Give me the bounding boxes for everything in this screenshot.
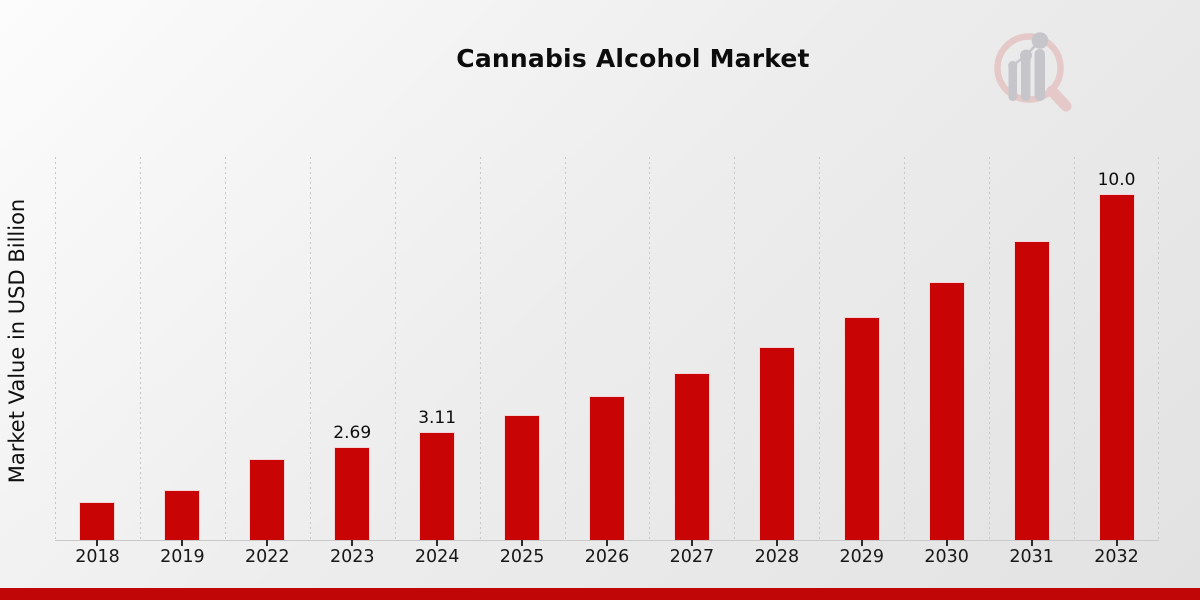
y-axis-label: Market Value in USD Billion xyxy=(5,198,29,484)
bar-slot: 2018 xyxy=(55,157,140,567)
bar-slot: 2026 xyxy=(565,157,650,567)
bar-slot: 2027 xyxy=(649,157,734,567)
bar xyxy=(164,489,201,540)
x-tick xyxy=(436,540,439,546)
x-tick-label: 2024 xyxy=(414,547,460,567)
x-tick xyxy=(775,540,778,546)
bar-slot: 2022 xyxy=(225,157,310,567)
x-tick-label: 2028 xyxy=(754,547,800,567)
bar xyxy=(419,432,456,540)
gridline xyxy=(480,157,481,540)
x-tick-label: 2026 xyxy=(584,547,630,567)
x-tick-label: 2019 xyxy=(160,547,205,567)
gridline xyxy=(649,157,650,540)
bar-slot: 2030 xyxy=(904,157,989,567)
bar xyxy=(928,281,965,540)
bar-value-label: 10.0 xyxy=(1097,170,1136,190)
x-tick xyxy=(521,540,524,546)
x-tick-label: 2030 xyxy=(924,547,969,567)
bar-slot: 2.69 2023 xyxy=(310,157,395,567)
x-tick-label: 2032 xyxy=(1094,547,1139,567)
bar xyxy=(1098,194,1135,540)
x-tick xyxy=(1030,540,1033,546)
bar-slot: 2031 xyxy=(989,157,1074,567)
x-tick xyxy=(605,540,608,546)
x-tick xyxy=(181,540,184,546)
gridline xyxy=(140,157,141,540)
footer-accent-bar xyxy=(0,588,1200,600)
gridline xyxy=(565,157,566,540)
bar xyxy=(504,415,541,540)
gridline xyxy=(55,157,56,540)
bar-slot: 2025 xyxy=(480,157,565,567)
x-tick-label: 2027 xyxy=(669,547,715,567)
gridline xyxy=(819,157,820,540)
bar-value-label: 2.69 xyxy=(333,422,372,443)
gridline xyxy=(225,157,226,540)
plot-area: 2018 2019 2022 2.69 2023 3.11 2024 2025 2026 2027… xyxy=(55,157,1159,567)
gridline xyxy=(989,157,990,540)
bar-slot: 2019 xyxy=(140,157,225,567)
gridline xyxy=(395,157,396,540)
x-tick-label: 2023 xyxy=(329,547,375,567)
bar-slot: 10.0 2032 xyxy=(1074,157,1159,567)
bar xyxy=(334,446,371,540)
x-tick-label: 2022 xyxy=(245,547,290,567)
gridline xyxy=(734,157,735,540)
bar xyxy=(588,396,625,540)
x-tick xyxy=(96,540,99,546)
chart-title: Cannabis Alcohol Market xyxy=(456,44,810,73)
x-tick-label: 2029 xyxy=(839,547,885,567)
gridline xyxy=(1074,157,1075,540)
bar xyxy=(673,373,710,540)
x-tick xyxy=(860,540,863,546)
bar-slot: 2029 xyxy=(819,157,904,567)
bar xyxy=(843,316,880,540)
gridline xyxy=(310,157,311,540)
x-tick-label: 2025 xyxy=(499,547,545,567)
bar xyxy=(79,501,116,540)
x-tick xyxy=(351,540,354,546)
gridline xyxy=(1158,157,1159,540)
bar xyxy=(758,347,795,540)
bar xyxy=(249,459,286,540)
x-tick xyxy=(266,540,269,546)
bar-slot: 2028 xyxy=(734,157,819,567)
bar-value-label: 3.11 xyxy=(418,408,457,429)
magnifier-bar-chart-logo-icon xyxy=(994,32,1072,112)
x-tick-label: 2018 xyxy=(75,547,120,567)
bar-slot: 3.11 2024 xyxy=(395,157,480,567)
x-tick-label: 2031 xyxy=(1009,547,1054,567)
gridline xyxy=(904,157,905,540)
x-tick xyxy=(1115,540,1118,546)
x-tick xyxy=(690,540,693,546)
bar xyxy=(1013,241,1050,540)
x-tick xyxy=(945,540,948,546)
